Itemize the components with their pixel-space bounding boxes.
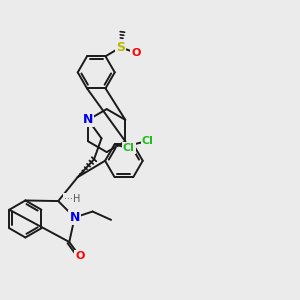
- Text: S: S: [116, 41, 125, 54]
- Text: O: O: [75, 251, 84, 261]
- Text: Cl: Cl: [142, 136, 154, 146]
- Text: ···H: ···H: [64, 194, 80, 204]
- Text: N: N: [70, 211, 80, 224]
- Text: N: N: [83, 113, 93, 126]
- Text: Cl: Cl: [123, 143, 135, 153]
- Text: O: O: [131, 48, 141, 58]
